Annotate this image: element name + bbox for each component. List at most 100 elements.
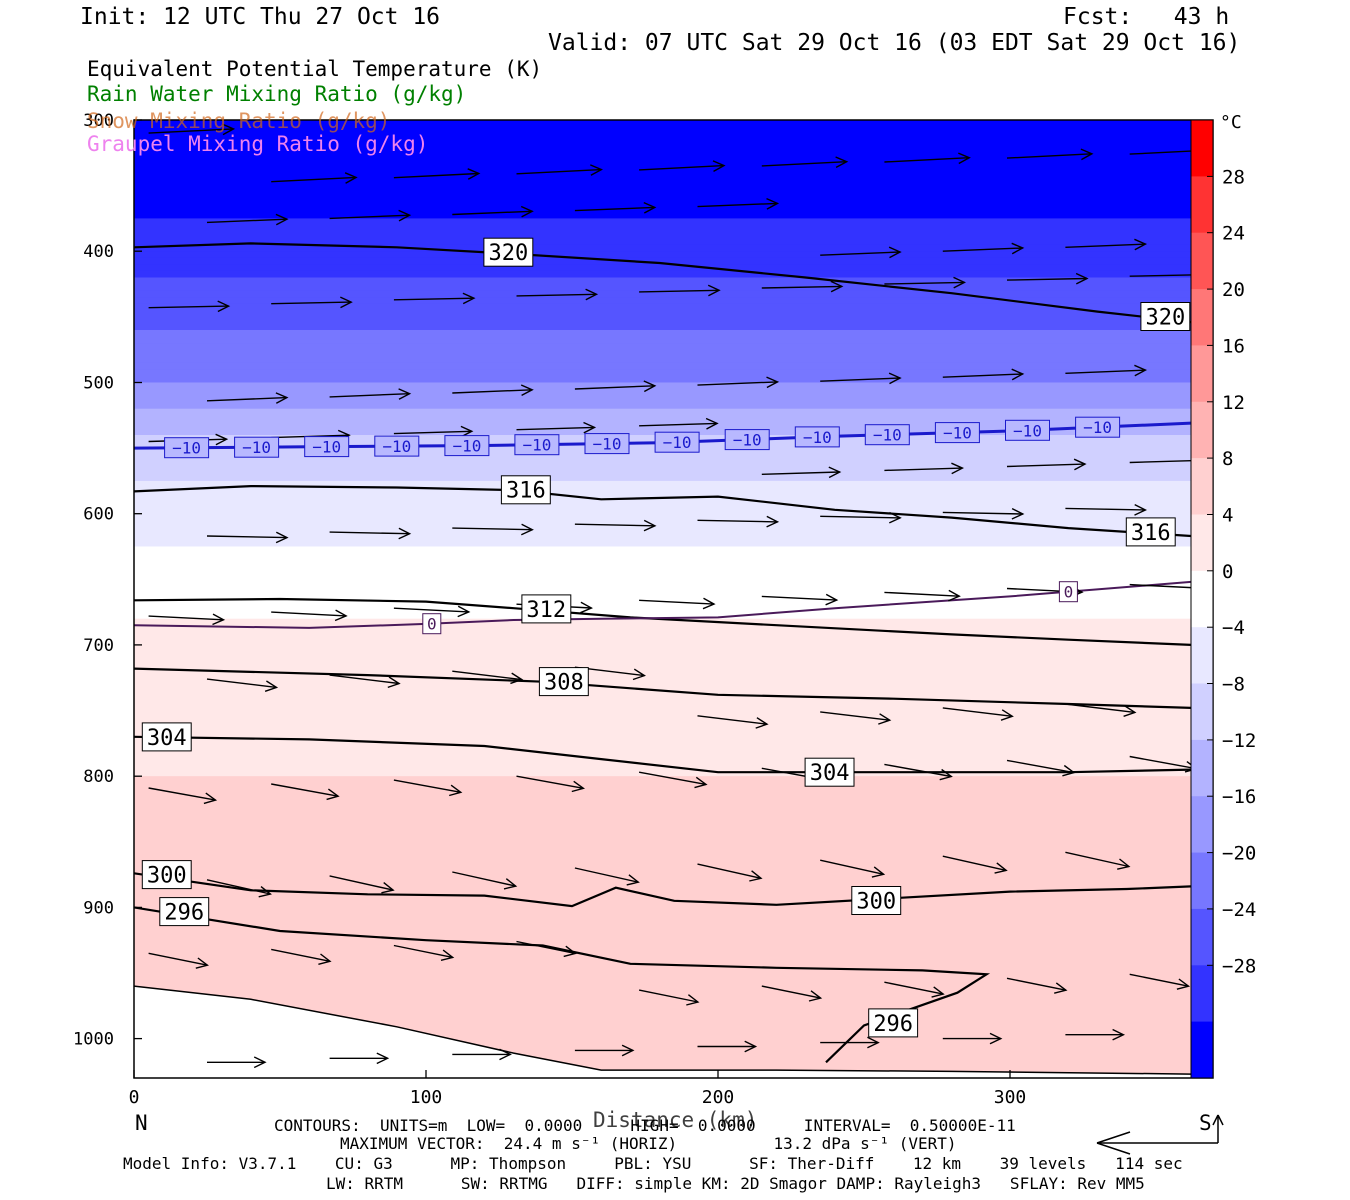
temperature-band — [134, 815, 1191, 823]
wind-vector — [329, 393, 410, 398]
wind-vector-head — [1184, 761, 1191, 773]
temperature-band — [134, 389, 1191, 397]
temperature-band — [134, 782, 1191, 791]
temperature-band — [134, 1032, 1191, 1040]
wind-vector-head — [867, 1036, 880, 1049]
isotherm-label-text: −10 — [1013, 421, 1042, 440]
wind-vector-head — [510, 672, 524, 685]
contour-label-text: 308 — [544, 671, 584, 696]
temperature-band — [134, 244, 1191, 253]
temperature-band — [134, 638, 1191, 646]
temperature-band — [134, 946, 1191, 955]
temperature-band — [134, 900, 1191, 909]
wind-vector-head — [571, 780, 585, 793]
temperature-band — [134, 677, 1191, 686]
temperature-band — [134, 940, 1191, 948]
north-label: N — [135, 1111, 148, 1135]
isotherm-label-box — [234, 436, 280, 458]
contour-label-text: 316 — [506, 479, 546, 504]
colorbar-tick-label: 4 — [1222, 505, 1233, 527]
wind-vector — [942, 707, 1013, 717]
temperature-band — [134, 1012, 1191, 1020]
wind-vector — [942, 373, 1023, 378]
wind-vector — [148, 305, 229, 309]
temperature-band — [134, 369, 1191, 377]
theta-e-contour-296 — [134, 906, 991, 1064]
contour-label-text: 296 — [164, 901, 204, 926]
temperature-band — [134, 474, 1191, 482]
temperature-band — [134, 749, 1191, 758]
wind-vector-head — [951, 462, 965, 475]
contour-label: 316 — [1125, 517, 1176, 547]
wind-vector-head — [808, 990, 823, 1002]
wind-vector — [329, 875, 394, 891]
wind-vector-head — [398, 209, 412, 222]
wind-vector — [1129, 583, 1191, 589]
wind-vector-head — [253, 1056, 267, 1069]
wind-vector — [639, 289, 720, 293]
colorbar-swatch — [1191, 120, 1213, 177]
wind-vector-head — [503, 878, 518, 890]
temperature-band — [134, 868, 1191, 876]
wind-vector — [1129, 755, 1191, 769]
south-label: S — [1199, 1111, 1212, 1135]
wind-vector-head — [825, 593, 839, 606]
wind-vector — [942, 511, 1023, 515]
colorbar-swatch — [1191, 176, 1213, 234]
wind-vector-head — [632, 668, 646, 681]
theta-e-contour-304 — [134, 735, 1191, 774]
colorbar-frame — [1190, 119, 1214, 1079]
wind-vector-head — [318, 953, 332, 965]
contour-label-text: 320 — [1146, 305, 1186, 330]
isotherm-label-box — [514, 434, 560, 456]
wind-vector — [942, 855, 1007, 872]
wind-vector-head — [1080, 148, 1094, 161]
wind-vector-head — [340, 296, 353, 309]
colorbar-swatch — [1191, 458, 1213, 515]
wind-vector-head — [195, 957, 209, 969]
temperature-band — [134, 461, 1191, 469]
wind-vector-head — [590, 164, 604, 176]
temperature-band — [134, 133, 1191, 141]
wind-vector — [1006, 463, 1086, 468]
contour-label: 300 — [141, 860, 192, 890]
colorbar-swatch — [1191, 852, 1213, 910]
temperature-band — [134, 539, 1191, 548]
contour-label: 308 — [538, 667, 589, 697]
y-tick-label: 900 — [83, 898, 114, 918]
temperature-band — [134, 290, 1191, 298]
temperature-band — [134, 192, 1191, 200]
isotherm-label-box — [1075, 416, 1121, 438]
temperature-band — [134, 323, 1191, 331]
y-tick-label: 300 — [83, 111, 114, 131]
temperature-band — [134, 316, 1191, 325]
wind-vector-head — [958, 152, 971, 165]
wind-vector — [1006, 977, 1067, 991]
wind-vector-head — [1073, 458, 1087, 471]
wind-vector-head — [755, 717, 769, 729]
wind-vector — [148, 128, 234, 134]
y-tick-label: 500 — [83, 374, 114, 394]
isotherm-label: −10 — [864, 424, 910, 446]
isotherm-label-text: −10 — [593, 435, 622, 454]
temperature-band — [134, 1058, 1191, 1066]
contour-label-text: 296 — [873, 1012, 913, 1037]
wind-vector — [820, 377, 901, 382]
temperature-band — [134, 631, 1191, 640]
contour-label-text: 304 — [810, 761, 850, 786]
wind-vector — [942, 247, 1023, 252]
isotherm-label-text: −10 — [452, 437, 481, 456]
wind-vector-head — [398, 527, 412, 540]
temperature-band — [134, 152, 1191, 161]
temperature-band — [134, 572, 1191, 581]
wind-vector — [329, 674, 400, 685]
temperature-band — [134, 336, 1191, 344]
colorbar-swatch — [1191, 796, 1213, 854]
wind-vector — [884, 281, 965, 285]
wind-vector-head — [1134, 503, 1148, 516]
temperature-band — [134, 343, 1191, 351]
wind-vector — [697, 202, 778, 208]
wind-vector-head — [830, 280, 844, 293]
wind-vector — [393, 944, 453, 959]
wind-vector-head — [387, 676, 401, 689]
